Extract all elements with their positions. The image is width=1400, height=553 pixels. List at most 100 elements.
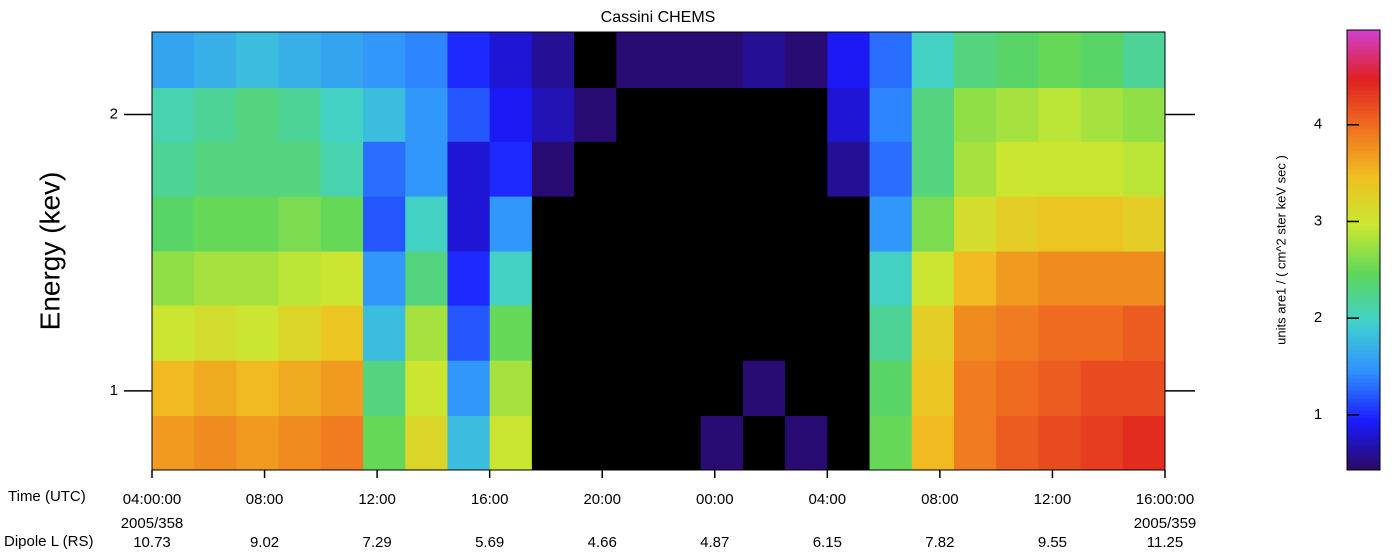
- heat-cell: [531, 251, 575, 306]
- colorbar-swatch: [1347, 222, 1380, 227]
- heat-cell: [785, 32, 828, 89]
- colorbar-swatch: [1347, 374, 1380, 379]
- colorbar-swatch: [1347, 194, 1380, 199]
- colorbar-swatch: [1347, 238, 1380, 243]
- heat-cell: [1080, 415, 1124, 471]
- heat-cell: [785, 305, 828, 361]
- heat-cell: [320, 87, 364, 142]
- colorbar-tick-label: 3: [1314, 212, 1322, 229]
- heat-cell: [531, 360, 575, 417]
- heat-cell: [742, 141, 786, 197]
- heat-cell: [363, 251, 406, 306]
- heat-cell: [869, 87, 913, 142]
- heat-cell: [194, 305, 237, 361]
- colorbar-swatch: [1347, 250, 1380, 255]
- heat-cell: [827, 305, 871, 361]
- heat-cell: [236, 87, 280, 142]
- heat-cell: [574, 141, 617, 197]
- colorbar-swatch: [1347, 150, 1380, 155]
- heat-cell: [363, 87, 406, 142]
- colorbar-swatch: [1347, 130, 1380, 135]
- colorbar-swatch: [1347, 262, 1380, 267]
- heat-cell: [574, 251, 617, 306]
- x-tick-label: 12:00: [1034, 491, 1072, 508]
- colorbar-swatch: [1347, 42, 1380, 47]
- heat-cell: [616, 415, 659, 471]
- heat-cell: [194, 251, 237, 306]
- colorbar-swatch: [1347, 386, 1380, 391]
- heat-cell: [1038, 415, 1082, 471]
- heat-cell: [194, 415, 237, 471]
- colorbar-swatch: [1347, 270, 1380, 275]
- heat-cell: [742, 87, 786, 142]
- heat-cell: [152, 141, 195, 197]
- colorbar-swatch: [1347, 294, 1380, 299]
- heat-cell: [447, 251, 491, 306]
- heat-cell: [616, 32, 659, 89]
- heat-cell: [911, 415, 955, 471]
- colorbar-swatch: [1347, 242, 1380, 247]
- colorbar-swatch: [1347, 458, 1380, 463]
- heat-cell: [953, 196, 997, 252]
- heat-cell: [911, 141, 955, 197]
- colorbar-swatch: [1347, 70, 1380, 75]
- heat-cell: [447, 415, 491, 471]
- colorbar-swatch: [1347, 290, 1380, 295]
- heat-cell: [405, 360, 448, 417]
- heat-cell: [996, 305, 1039, 361]
- x-tick-label: 00:00: [696, 491, 734, 508]
- heat-cell: [742, 415, 786, 471]
- colorbar-swatch: [1347, 298, 1380, 303]
- colorbar-swatch: [1347, 442, 1380, 447]
- heat-cell: [658, 87, 702, 142]
- colorbar-swatch: [1347, 198, 1380, 203]
- colorbar-swatch: [1347, 214, 1380, 219]
- heat-cell: [152, 196, 195, 252]
- colorbar-swatch: [1347, 226, 1380, 231]
- date-label: 2005/358: [121, 515, 184, 532]
- heat-cell: [785, 360, 828, 417]
- heat-cell: [742, 196, 786, 252]
- x-tick-label: 04:00: [809, 491, 847, 508]
- dipole-label: 5.69: [475, 534, 504, 551]
- heat-cell: [953, 141, 997, 197]
- colorbar-swatch: [1347, 162, 1380, 167]
- dipole-label: 11.25: [1147, 534, 1183, 551]
- dipole-label: 6.15: [813, 534, 842, 551]
- colorbar-swatch: [1347, 74, 1380, 79]
- x-axis-label: Time (UTC): [8, 488, 86, 505]
- heat-cell: [320, 141, 364, 197]
- heat-cell: [236, 196, 280, 252]
- heat-cell: [152, 32, 195, 89]
- heat-cell: [574, 196, 617, 252]
- heat-cell: [236, 32, 280, 89]
- colorbar-swatch: [1347, 426, 1380, 431]
- heat-cell: [320, 196, 364, 252]
- colorbar-swatch: [1347, 34, 1380, 39]
- colorbar-swatch: [1347, 370, 1380, 375]
- heat-cell: [869, 305, 913, 361]
- colorbar-swatch: [1347, 366, 1380, 371]
- dipole-label: 4.66: [588, 534, 617, 551]
- heat-cell: [1080, 141, 1124, 197]
- heat-cell: [911, 360, 955, 417]
- colorbar-swatch: [1347, 446, 1380, 451]
- colorbar-swatch: [1347, 30, 1380, 35]
- colorbar-swatch: [1347, 406, 1380, 411]
- colorbar-swatch: [1347, 82, 1380, 87]
- colorbar-swatch: [1347, 90, 1380, 95]
- heat-cell: [827, 415, 871, 471]
- colorbar-swatch: [1347, 438, 1380, 443]
- colorbar-swatch: [1347, 362, 1380, 367]
- heat-cell: [489, 196, 533, 252]
- heat-cell: [363, 141, 406, 197]
- colorbar-swatch: [1347, 350, 1380, 355]
- colorbar-swatch: [1347, 398, 1380, 403]
- heat-cell: [1038, 196, 1082, 252]
- colorbar-swatch: [1347, 318, 1380, 323]
- heat-cell: [489, 251, 533, 306]
- heat-cell: [1122, 251, 1166, 306]
- heat-cell: [236, 415, 280, 471]
- colorbar-frame: [1346, 29, 1381, 471]
- heat-cell: [1080, 196, 1124, 252]
